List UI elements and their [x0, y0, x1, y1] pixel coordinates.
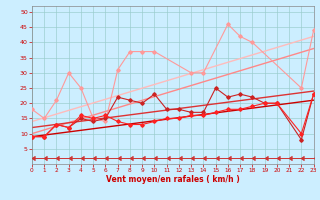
X-axis label: Vent moyen/en rafales ( km/h ): Vent moyen/en rafales ( km/h ) — [106, 175, 240, 184]
